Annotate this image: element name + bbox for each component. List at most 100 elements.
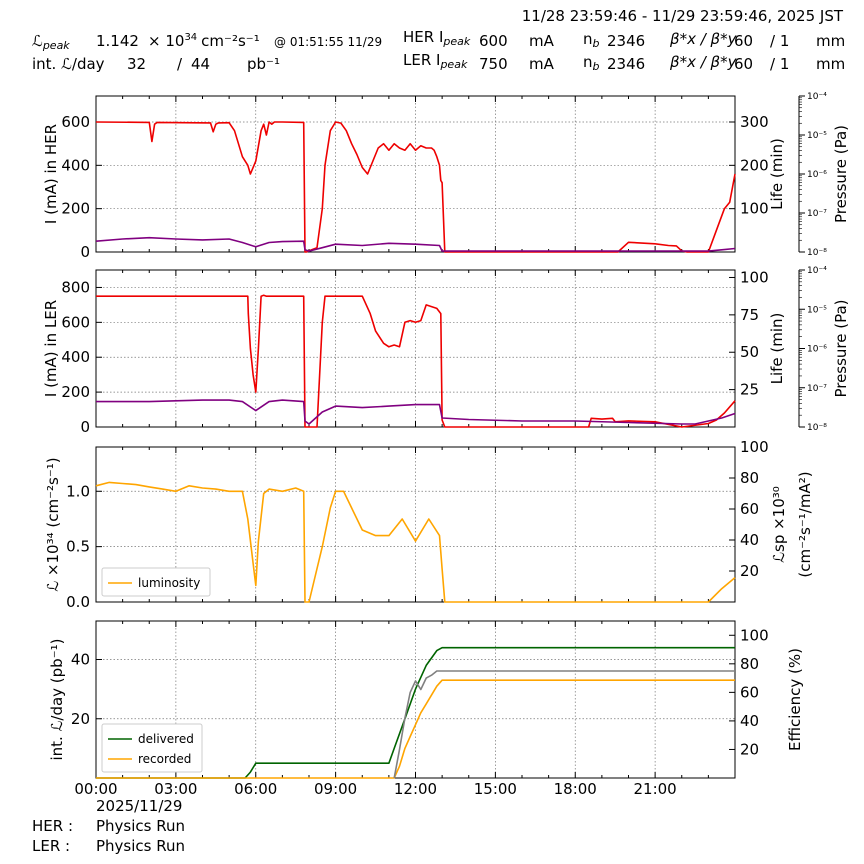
y2-tick-label: 60	[740, 683, 759, 701]
footer-her-mode: Physics Run	[96, 817, 185, 835]
y2-tick-label: 100	[740, 438, 769, 456]
lpeak-multiplier: × 10	[148, 32, 184, 50]
her-beta-x: 60	[734, 32, 753, 50]
y-tick-label: 1.0	[66, 482, 90, 500]
x-tick-label: 15:00	[474, 780, 517, 798]
y-tick-label: 600	[61, 313, 90, 331]
y-tick-label: 800	[61, 278, 90, 296]
y-axis-label: ℒ ×10³⁴ (cm⁻²s⁻¹)	[44, 457, 62, 591]
pressure-tick-label: 10⁻⁶	[807, 170, 827, 180]
series-line-recorded	[96, 679, 735, 779]
ler-peak-current: LER Ipeak 750 mA	[403, 51, 555, 73]
pressure-tick-label: 10⁻⁵	[807, 305, 827, 315]
her-peak-current: HER Ipeak 600 mA	[403, 28, 555, 50]
intl-sep: /	[177, 55, 183, 73]
series-line-life	[95, 236, 736, 252]
svg-text:ℒpeak: ℒpeak	[32, 32, 70, 52]
y2-tick-label: 40	[740, 712, 759, 730]
y2-axis-label: Life (min)	[768, 138, 786, 210]
y-axis-label: int. ℒ/day (pb⁻¹)	[48, 639, 66, 761]
x-tick-label: 21:00	[634, 780, 677, 798]
date-range: 11/28 23:59:46 - 11/29 23:59:46, 2025 JS…	[522, 7, 844, 25]
x-tick-label: 18:00	[554, 780, 597, 798]
legend-entry-recorded: recorded	[138, 752, 191, 766]
lpeak-value: 1.142	[96, 32, 139, 50]
y-tick-label: 0.5	[66, 538, 90, 556]
nb-sub-ler: b	[593, 60, 600, 73]
her-sub: peak	[442, 35, 470, 48]
her-label: HER I	[403, 28, 443, 46]
lpeak-time: @ 01:51:55 11/29	[274, 35, 382, 49]
legend-box	[101, 723, 203, 773]
beta-label-ler: β*x / β*y	[669, 53, 738, 71]
y-tick-label: 400	[61, 348, 90, 366]
ler-unit: mA	[529, 55, 555, 73]
y2-axis-label-bottom: (cm⁻²s⁻¹/mA²)	[796, 471, 814, 577]
her-beta-y: / 1	[770, 32, 789, 50]
pressure-axis-label: Pressure (Pa)	[832, 299, 850, 397]
y-tick-label: 200	[61, 200, 90, 218]
y-tick-label: 40	[71, 651, 90, 669]
x-tick-label: 00:00	[74, 780, 117, 798]
series-line-current	[96, 294, 736, 428]
y2-tick-label: 80	[740, 655, 759, 673]
ler-value: 750	[479, 55, 508, 73]
legend-entry-delivered: delivered	[138, 732, 194, 746]
her-nb: 2346	[607, 32, 645, 50]
lpeak-subscript: peak	[42, 39, 70, 52]
pressure-tick-label: 10⁻⁶	[807, 345, 827, 355]
intl-label: int. ℒ/day	[32, 55, 105, 73]
her-current-panel: 0 200 400 600 100 200 300 I (mA) in HER Life (mi…	[42, 92, 850, 261]
series-line-delivered	[96, 646, 735, 779]
y2-tick-label: 80	[740, 469, 759, 487]
her-unit: mA	[529, 32, 555, 50]
series-line-efficiency	[393, 670, 735, 779]
intl-unit: pb⁻¹	[247, 55, 280, 73]
pressure-tick-label: 10⁻⁵	[807, 131, 827, 141]
y2-axis-label: Life (min)	[768, 313, 786, 385]
footer-ler-label: LER :	[32, 837, 70, 855]
y2-tick-label: 200	[740, 156, 769, 174]
pressure-tick-label: 10⁻⁴	[807, 266, 827, 276]
legend-entry-luminosity: luminosity	[138, 576, 200, 590]
intl-delivered: 44	[191, 55, 210, 73]
footer-ler-mode: Physics Run	[96, 837, 185, 855]
pressure-tick-label: 10⁻⁴	[807, 92, 827, 102]
svg-text:nb: nb	[583, 30, 600, 50]
footer-date: 2025/11/29	[96, 797, 182, 815]
nb-label-her: n	[583, 30, 593, 48]
legend-box	[101, 567, 211, 597]
her-value: 600	[479, 32, 508, 50]
svg-text:nb: nb	[583, 53, 600, 73]
y-tick-label: 0.0	[66, 593, 90, 611]
y2-tick-label: 20	[740, 740, 759, 758]
y2-tick-label: 25	[740, 381, 759, 399]
ler-beta-y: / 1	[770, 55, 789, 73]
luminosity-panel: 0.0 0.5 1.0 20 40 60 80 100 ℒ ×10³⁴ (cm⁻²s⁻¹) ℒsp…	[44, 438, 814, 611]
y2-tick-label: 75	[740, 306, 759, 324]
integrated-luminosity-panel: 20 40 20 40 60 80 100 int. ℒ/day (pb⁻¹) Efficien…	[48, 620, 804, 798]
beta-unit-ler: mm	[816, 55, 845, 73]
x-tick-label: 12:00	[394, 780, 437, 798]
pressure-tick-label: 10⁻⁸	[807, 248, 827, 258]
y-tick-label: 20	[71, 710, 90, 728]
pressure-tick-label: 10⁻⁷	[807, 209, 827, 219]
lpeak-exponent: 34	[184, 32, 197, 43]
beta-star: β*x / β*y 60 / 1 mm β*x / β*y 60 / 1 mm	[669, 30, 845, 73]
y2-tick-label: 100	[740, 268, 769, 286]
y2-tick-label: 50	[740, 343, 759, 361]
y2-tick-label: 100	[740, 626, 769, 644]
pressure-tick-label: 10⁻⁷	[807, 384, 827, 394]
y2-tick-label: 40	[740, 531, 759, 549]
ler-beta-x: 60	[734, 55, 753, 73]
svg-text:LER Ipeak: LER Ipeak	[403, 51, 468, 71]
x-tick-label: 09:00	[314, 780, 357, 798]
y-axis-label: I (mA) in HER	[42, 124, 60, 224]
integrated-luminosity: int. ℒ/day 32 / 44 pb⁻¹	[32, 55, 280, 73]
y-tick-label: 400	[61, 156, 90, 174]
ler-label: LER I	[403, 51, 440, 69]
x-tick-label: 06:00	[234, 780, 277, 798]
series-line-luminosity	[95, 481, 736, 603]
ler-sub: peak	[439, 58, 467, 71]
